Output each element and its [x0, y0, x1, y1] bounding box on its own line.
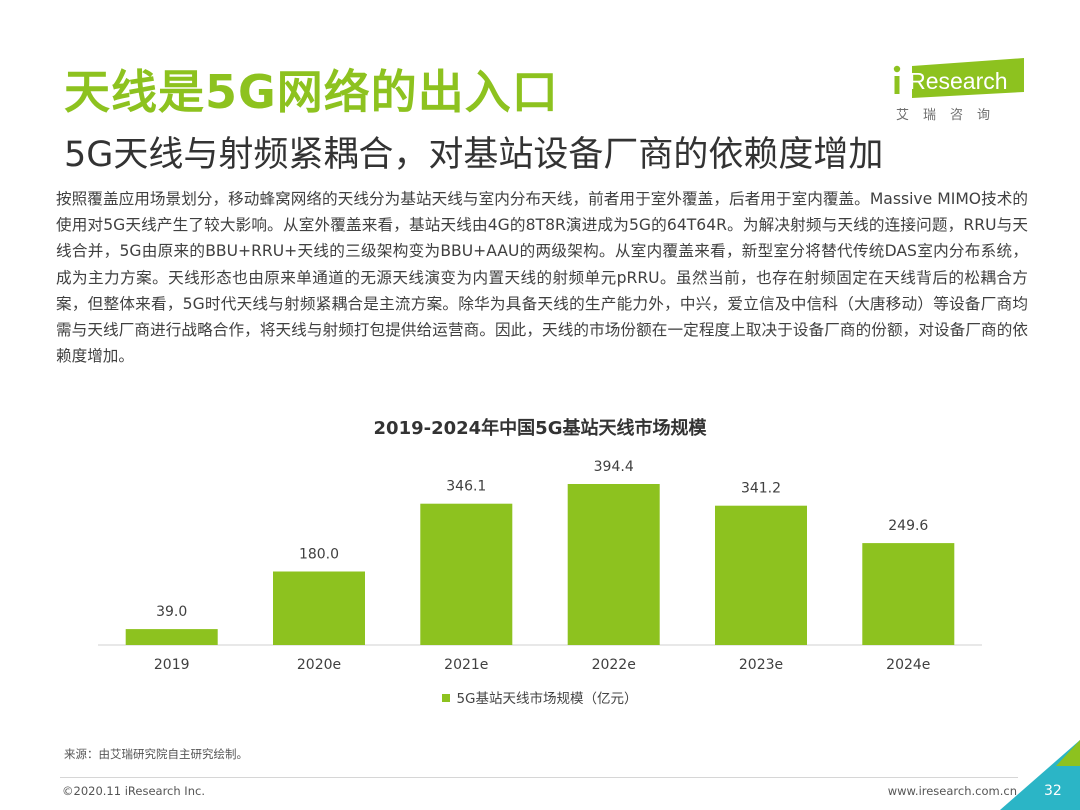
data-label-2022e: 394.4 [594, 459, 634, 475]
data-label-2020e: 180.0 [299, 547, 339, 563]
data-label-2021e: 346.1 [446, 479, 486, 495]
footer-copyright: ©2020.11 iResearch Inc. [62, 784, 205, 798]
x-tick-label-2019: 2019 [154, 657, 190, 673]
iresearch-logo-mark: iResearch [893, 58, 1024, 98]
chart-title: 2019-2024年中国5G基站天线市场规模 [373, 418, 707, 439]
bar-2023e [715, 505, 807, 645]
x-tick-label-2022e: 2022e [592, 657, 636, 673]
intro-paragraph: 按照覆盖应用场景划分，移动蜂窝网络的天线分为基站天线与室内分布天线，前者用于室外… [56, 190, 1028, 366]
legend-swatch [442, 694, 451, 702]
source-note: 来源：由艾瑞研究院自主研究绘制。 [64, 747, 248, 761]
bar-2021e [420, 503, 513, 645]
data-label-2024e: 249.6 [888, 518, 928, 534]
iresearch-logo: iResearch 艾瑞咨询 [888, 56, 1038, 126]
footer-url: www.iresearch.com.cn [887, 784, 1017, 798]
footer-divider [60, 777, 1018, 778]
x-tick-label-2020e: 2020e [297, 657, 341, 673]
logo-chinese-name: 艾瑞咨询 [896, 108, 1005, 123]
page-number: 32 [1044, 783, 1062, 799]
chart-legend: 5G基站天线市场规模（亿元） [0, 687, 1080, 707]
x-tick-label-2024e: 2024e [886, 657, 930, 673]
bar-2022e [567, 484, 660, 645]
bar-2024e [862, 543, 955, 645]
x-tick-label-2023e: 2023e [739, 657, 783, 673]
logo-brand-text: iResearch [904, 68, 1008, 94]
data-label-2019: 39.0 [156, 604, 187, 620]
page-title: 天线是5G网络的出入口 [64, 65, 559, 119]
x-tick-label-2021e: 2021e [444, 657, 488, 673]
page-corner-decoration [1000, 740, 1080, 810]
page-subtitle: 5G天线与射频紧耦合，对基站设备厂商的依赖度增加 [64, 135, 884, 175]
data-label-2023e: 341.2 [741, 481, 781, 497]
bar-2019 [125, 629, 218, 645]
bar-2020e [273, 571, 365, 645]
legend-label: 5G基站天线市场规模（亿元） [456, 691, 638, 707]
